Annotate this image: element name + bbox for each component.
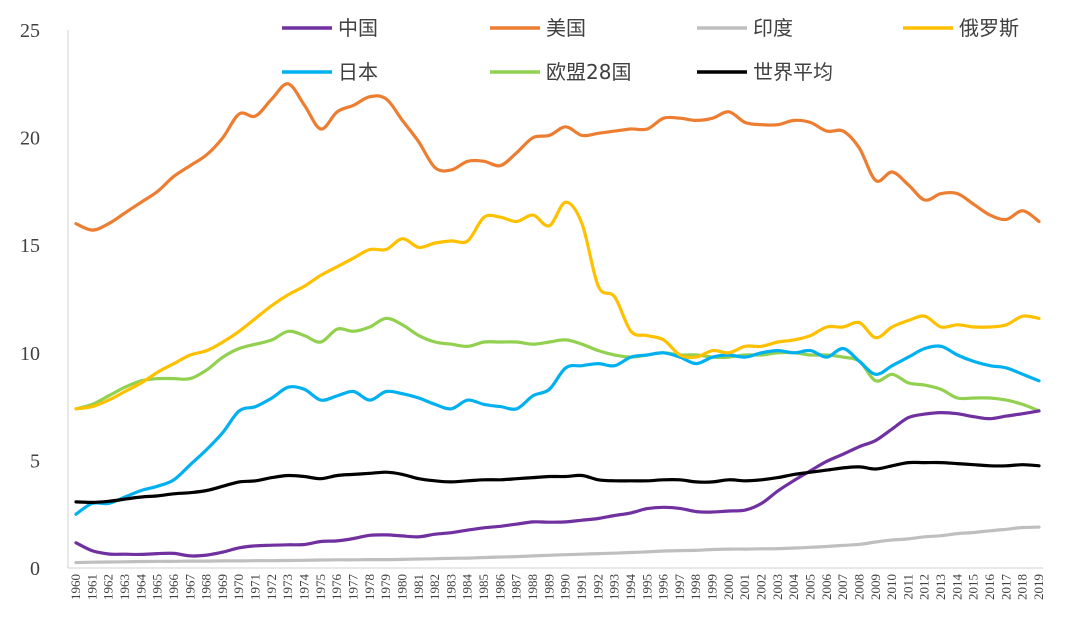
x-tick-label: 1993 xyxy=(607,574,622,600)
x-tick-label: 1967 xyxy=(182,574,197,601)
x-tick-label: 1962 xyxy=(101,574,116,600)
x-tick-label: 1969 xyxy=(215,574,230,600)
x-tick-label: 1998 xyxy=(688,574,703,600)
y-axis-ticks: 0 5 10 15 20 25 xyxy=(20,20,40,580)
x-tick-label: 2005 xyxy=(802,574,817,600)
x-tick-label: 1978 xyxy=(362,574,377,600)
series-line-2 xyxy=(74,525,1041,565)
x-tick-label: 1973 xyxy=(280,574,295,600)
x-tick-label: 1971 xyxy=(248,574,263,600)
x-tick-label: 2002 xyxy=(754,574,769,600)
y-tick-label: 15 xyxy=(20,235,40,257)
x-tick-label: 2001 xyxy=(737,574,752,600)
legend-label: 美国 xyxy=(546,16,586,40)
x-tick-label: 2010 xyxy=(884,574,899,600)
x-tick-label: 1996 xyxy=(656,574,671,601)
x-tick-label: 1960 xyxy=(68,574,83,600)
x-tick-label: 1965 xyxy=(150,574,165,600)
x-tick-label: 1991 xyxy=(574,574,589,600)
x-tick-label: 2008 xyxy=(851,574,866,600)
x-tick-label: 1964 xyxy=(133,574,148,601)
y-tick-label: 5 xyxy=(30,450,40,472)
x-tick-label: 1987 xyxy=(509,574,524,601)
x-tick-label: 1982 xyxy=(427,574,442,600)
x-tick-label: 2000 xyxy=(721,574,736,600)
y-tick-label: 20 xyxy=(20,128,40,150)
x-tick-label: 1999 xyxy=(705,574,720,600)
x-tick-label: 2004 xyxy=(786,574,801,601)
legend-label: 中国 xyxy=(338,16,378,40)
x-tick-label: 1975 xyxy=(313,574,328,600)
x-tick-label: 2018 xyxy=(1015,574,1030,600)
x-tick-label: 1984 xyxy=(460,574,475,601)
x-tick-label: 1961 xyxy=(84,574,99,600)
x-axis-ticks: 1960 1961 1962 1963 1964 1965 1966 1967 1968 1969… xyxy=(68,574,1046,601)
legend-label: 日本 xyxy=(338,60,378,84)
x-tick-label: 2006 xyxy=(819,574,834,601)
legend-label: 欧盟28国 xyxy=(546,60,631,84)
x-tick-label: 1972 xyxy=(264,574,279,600)
y-tick-label: 25 xyxy=(20,20,40,42)
series-lines xyxy=(74,82,1041,565)
series-line-1 xyxy=(74,82,1041,232)
x-tick-label: 1968 xyxy=(199,574,214,600)
x-tick-label: 1983 xyxy=(443,574,458,600)
legend-label: 俄罗斯 xyxy=(959,16,1019,40)
x-tick-label: 1970 xyxy=(231,574,246,600)
x-tick-label: 1963 xyxy=(117,574,132,600)
x-tick-label: 1994 xyxy=(623,574,638,601)
x-tick-label: 1976 xyxy=(329,574,344,601)
x-tick-label: 2011 xyxy=(900,574,915,600)
series-line-5 xyxy=(74,316,1041,413)
x-tick-label: 1980 xyxy=(394,574,409,600)
x-tick-label: 2019 xyxy=(1031,574,1046,600)
x-tick-label: 1986 xyxy=(492,574,507,601)
x-tick-label: 1990 xyxy=(558,574,573,600)
x-tick-label: 1985 xyxy=(476,574,491,600)
x-tick-label: 1995 xyxy=(639,574,654,600)
x-tick-label: 1974 xyxy=(297,574,312,601)
y-tick-label: 10 xyxy=(20,343,40,365)
series-line-4 xyxy=(74,344,1041,516)
x-tick-label: 1977 xyxy=(345,574,360,601)
x-tick-label: 1988 xyxy=(525,574,540,600)
x-tick-label: 2009 xyxy=(868,574,883,600)
x-tick-label: 2003 xyxy=(770,574,785,600)
y-tick-label: 0 xyxy=(30,558,40,580)
x-tick-label: 1997 xyxy=(672,574,687,601)
x-tick-label: 2013 xyxy=(933,574,948,600)
x-tick-label: 1966 xyxy=(166,574,181,601)
x-tick-label: 2017 xyxy=(998,574,1013,601)
legend-label: 世界平均 xyxy=(753,60,833,84)
x-tick-label: 2015 xyxy=(966,574,981,600)
legend-label: 印度 xyxy=(753,16,793,40)
x-tick-label: 2016 xyxy=(982,574,997,601)
x-tick-label: 1981 xyxy=(411,574,426,600)
x-tick-label: 2007 xyxy=(835,574,850,601)
x-tick-label: 1979 xyxy=(378,574,393,600)
series-line-6 xyxy=(74,460,1041,505)
x-tick-label: 2014 xyxy=(949,574,964,601)
x-tick-label: 1992 xyxy=(590,574,605,600)
series-line-3 xyxy=(74,200,1041,411)
x-tick-label: 1989 xyxy=(541,574,556,600)
series-line-0 xyxy=(74,409,1041,558)
x-tick-label: 2012 xyxy=(917,574,932,600)
